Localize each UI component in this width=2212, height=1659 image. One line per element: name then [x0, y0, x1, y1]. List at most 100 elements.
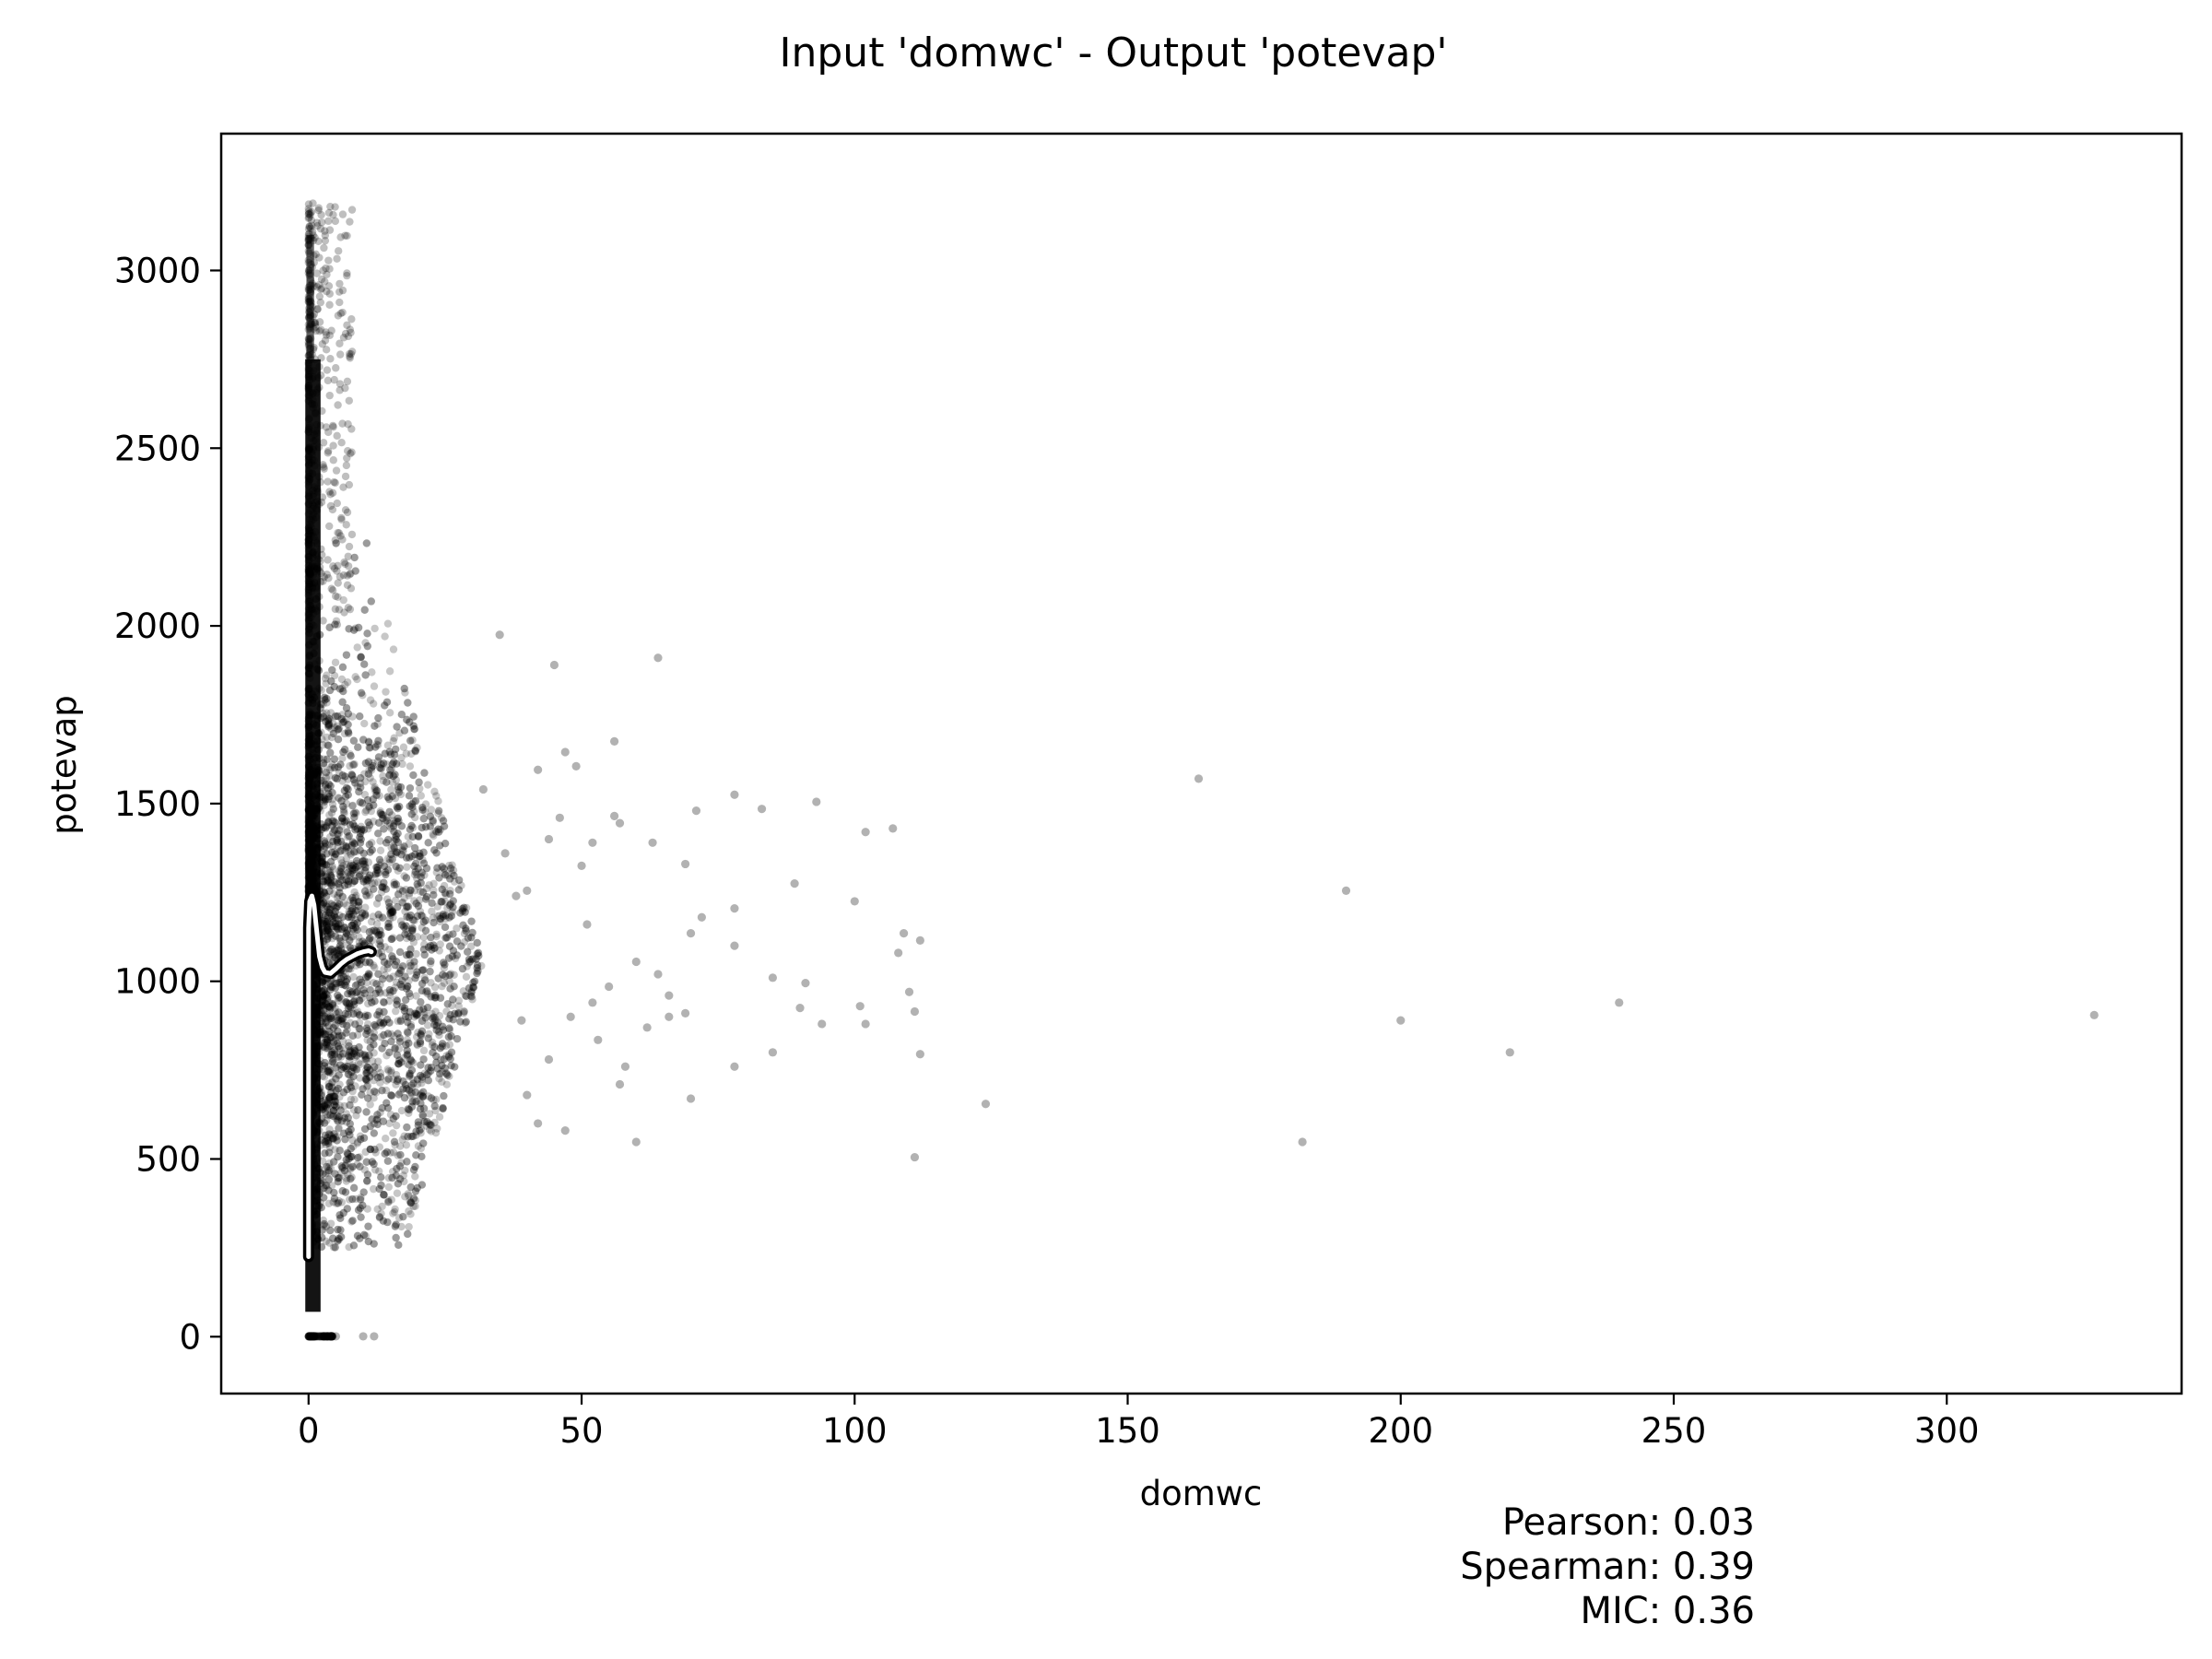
dense-point: [473, 964, 481, 972]
dense-point: [438, 982, 446, 991]
dense-point: [348, 866, 357, 875]
dense-point: [348, 1194, 357, 1204]
dense-point: [422, 864, 431, 873]
dense-point: [414, 831, 423, 841]
dense-point: [336, 937, 345, 946]
dense-point: [305, 793, 313, 802]
dense-point: [399, 743, 408, 751]
dense-point: [429, 831, 438, 841]
dense-point: [441, 888, 449, 898]
dense-point: [344, 1052, 353, 1060]
dense-point: [320, 761, 328, 770]
dense-point: [311, 660, 319, 668]
dense-point: [407, 821, 416, 830]
dense-point: [360, 1124, 370, 1134]
dense-point: [419, 933, 429, 942]
dense-point: [304, 832, 312, 841]
dense-point: [313, 771, 322, 780]
dense-point: [364, 1011, 372, 1020]
dense-point: [371, 1148, 380, 1157]
dense-point: [312, 712, 320, 720]
dense-point: [392, 995, 400, 1004]
dense-point: [328, 935, 336, 943]
dense-point: [385, 807, 394, 817]
dense-point: [326, 1219, 335, 1228]
dense-point: [324, 1030, 333, 1039]
dense-point: [305, 730, 314, 738]
dense-point: [313, 1007, 323, 1016]
dense-point: [403, 1028, 412, 1036]
dense-point: [324, 790, 333, 798]
dense-point: [316, 1026, 324, 1035]
dense-point: [326, 982, 335, 991]
dense-point: [318, 1001, 326, 1009]
dense-point: [410, 813, 419, 822]
dense-point: [306, 771, 314, 780]
dense-point: [323, 699, 331, 707]
dense-point: [304, 858, 313, 866]
dense-point: [328, 862, 336, 871]
dense-point: [430, 982, 440, 992]
dense-point: [404, 832, 412, 841]
dense-point: [356, 1011, 364, 1019]
dense-point: [318, 1114, 326, 1123]
dense-point: [382, 1135, 390, 1143]
dense-point: [403, 863, 411, 871]
dense-point: [373, 865, 382, 875]
dense-point: [441, 971, 450, 981]
dense-point: [390, 819, 398, 828]
dense-point: [398, 887, 407, 895]
dense-point: [330, 763, 339, 772]
dense-point: [394, 814, 402, 823]
dense-point: [318, 776, 326, 785]
dense-point: [311, 642, 319, 651]
dense-point: [316, 890, 324, 899]
dense-point: [394, 1090, 403, 1099]
dense-point: [474, 966, 482, 975]
dense-point: [357, 827, 366, 835]
dense-point: [323, 1104, 332, 1112]
dense-point: [345, 625, 353, 633]
dense-point: [324, 1175, 334, 1183]
dense-point: [380, 965, 388, 973]
dense-point: [312, 1185, 321, 1194]
dense-point: [324, 926, 333, 935]
dense-point: [305, 732, 314, 741]
dense-point: [433, 912, 441, 921]
dense-point: [335, 993, 344, 1002]
dense-point: [448, 1001, 456, 1010]
dense-point: [324, 1067, 332, 1076]
dense-point: [365, 841, 374, 849]
dense-point: [310, 806, 318, 815]
dense-point: [405, 1086, 414, 1094]
dense-point: [337, 1169, 346, 1177]
dense-point: [328, 1001, 337, 1009]
dense-point: [351, 1048, 360, 1056]
dense-point: [405, 913, 414, 922]
dense-point: [428, 907, 436, 915]
dense-point: [312, 970, 321, 979]
dense-point: [405, 1206, 413, 1216]
dense-point: [367, 917, 376, 926]
dense-point: [335, 830, 343, 838]
dense-point: [346, 1100, 354, 1110]
dense-point: [309, 759, 317, 768]
dense-point: [376, 807, 384, 816]
dense-point: [353, 643, 361, 652]
dense-point: [381, 971, 389, 980]
dense-point: [372, 1115, 381, 1124]
dense-point: [330, 1046, 339, 1054]
dense-point: [400, 726, 409, 735]
dense-point: [438, 1042, 446, 1051]
dense-point: [406, 886, 415, 895]
dense-point: [354, 1206, 363, 1215]
dense-point: [313, 1119, 322, 1127]
dense-point: [385, 822, 394, 830]
dense-point: [426, 812, 435, 820]
dense-point: [320, 1073, 329, 1081]
dense-point: [364, 858, 373, 866]
dense-point: [371, 878, 379, 888]
dense-point: [407, 1088, 416, 1097]
dense-point: [343, 1065, 351, 1074]
dense-point: [350, 996, 359, 1006]
